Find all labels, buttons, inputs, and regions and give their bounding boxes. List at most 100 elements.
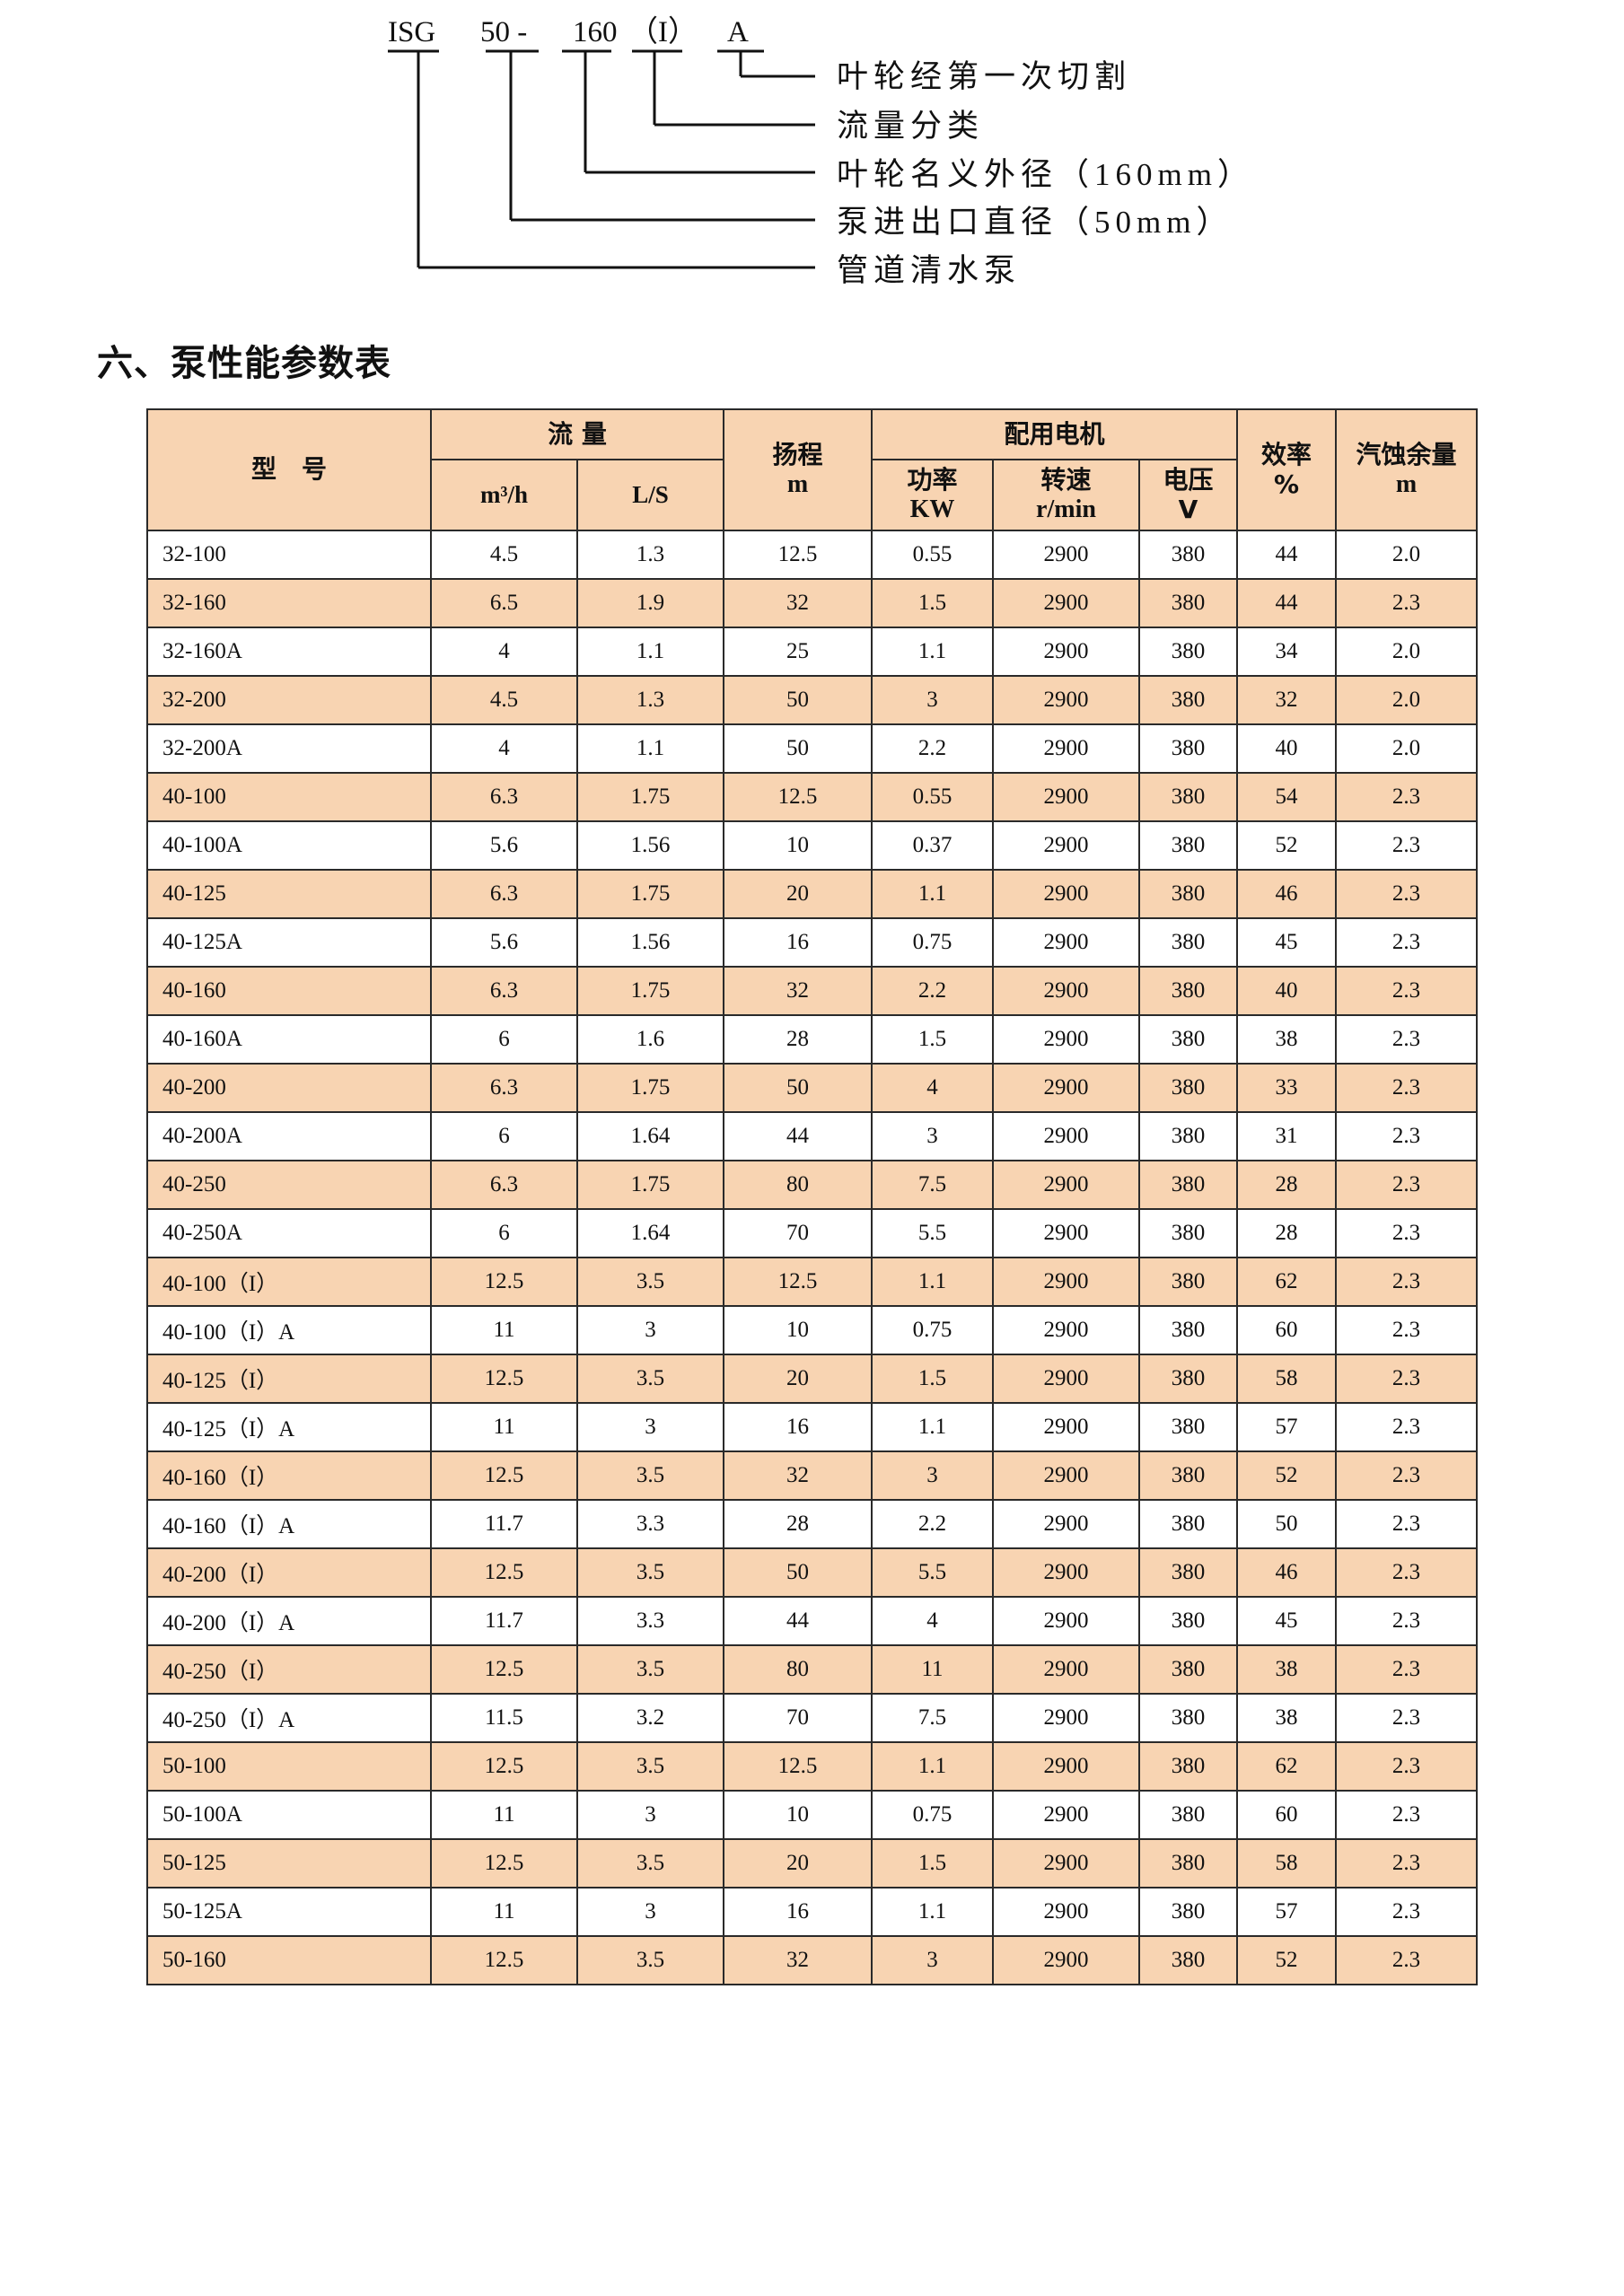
- cell-efficiency: 60: [1236, 1305, 1338, 1355]
- cell-speed: 2900: [992, 675, 1140, 725]
- cell-efficiency: 33: [1236, 1063, 1338, 1113]
- cell-model: 40-160（I）A: [146, 1499, 432, 1549]
- cell-efficiency: 52: [1236, 1450, 1338, 1501]
- cell-npsh: 2.3: [1335, 1499, 1479, 1549]
- table-body: 32-100 4.5 1.3 12.5 0.55 2900 380 44 2.0 32-160 6.…: [146, 530, 1479, 1985]
- cell-model: 40-125（I）: [146, 1354, 432, 1404]
- cell-voltage: 380: [1137, 578, 1239, 628]
- cell-flow-m3h: 12.5: [430, 1935, 578, 1985]
- cell-flow-ls: 1.75: [576, 772, 724, 822]
- cell-speed: 2900: [992, 1499, 1140, 1549]
- cell-model: 50-100A: [146, 1790, 432, 1840]
- cell-flow-m3h: 12.5: [430, 1838, 578, 1889]
- table-row: 32-160A 4 1.1 25 1.1 2900 380 34 2.0: [146, 627, 1479, 677]
- cell-flow-m3h: 6.3: [430, 966, 578, 1016]
- cell-speed: 2900: [992, 1887, 1140, 1937]
- cell-efficiency: 46: [1236, 869, 1338, 919]
- cell-efficiency: 44: [1236, 578, 1338, 628]
- cell-head: 28: [723, 1014, 873, 1065]
- cell-voltage: 380: [1137, 1111, 1239, 1161]
- cell-flow-ls: 3.5: [576, 1935, 724, 1985]
- cell-speed: 2900: [992, 723, 1140, 774]
- cell-speed: 2900: [992, 1305, 1140, 1355]
- cell-flow-m3h: 6: [430, 1208, 578, 1258]
- cell-speed: 2900: [992, 1935, 1140, 1985]
- cell-head: 80: [723, 1644, 873, 1695]
- table-row: 32-200 4.5 1.3 50 3 2900 380 32 2.0: [146, 675, 1479, 725]
- cell-model: 40-250A: [146, 1208, 432, 1258]
- cell-flow-m3h: 6: [430, 1111, 578, 1161]
- cell-efficiency: 52: [1236, 820, 1338, 871]
- cell-speed: 2900: [992, 1402, 1140, 1452]
- cell-head: 32: [723, 1935, 873, 1985]
- cell-power: 1.5: [871, 578, 994, 628]
- cell-voltage: 380: [1137, 1499, 1239, 1549]
- cell-head: 20: [723, 1354, 873, 1404]
- cell-flow-m3h: 5.6: [430, 917, 578, 968]
- cell-efficiency: 62: [1236, 1741, 1338, 1792]
- cell-head: 28: [723, 1499, 873, 1549]
- cell-flow-ls: 3.5: [576, 1354, 724, 1404]
- table-row: 40-160A 6 1.6 28 1.5 2900 380 38 2.3: [146, 1014, 1479, 1065]
- cell-flow-ls: 3: [576, 1305, 724, 1355]
- cell-power: 1.5: [871, 1014, 994, 1065]
- cell-efficiency: 38: [1236, 1014, 1338, 1065]
- header-head-unit: m: [786, 470, 809, 498]
- header-voltage: 电压 V: [1137, 459, 1239, 531]
- cell-flow-ls: 3.5: [576, 1547, 724, 1598]
- cell-flow-m3h: 11.7: [430, 1499, 578, 1549]
- cell-model: 50-100: [146, 1741, 432, 1792]
- cell-head: 10: [723, 1790, 873, 1840]
- cell-npsh: 2.0: [1335, 675, 1479, 725]
- cell-efficiency: 45: [1236, 917, 1338, 968]
- cell-npsh: 2.3: [1335, 1063, 1479, 1113]
- cell-flow-m3h: 6.3: [430, 772, 578, 822]
- cell-npsh: 2.3: [1335, 772, 1479, 822]
- cell-flow-ls: 1.1: [576, 627, 724, 677]
- cell-speed: 2900: [992, 1741, 1140, 1792]
- cell-power: 0.55: [871, 530, 994, 580]
- table-row: 50-125 12.5 3.5 20 1.5 2900 380 58 2.3: [146, 1838, 1479, 1889]
- cell-npsh: 2.3: [1335, 1547, 1479, 1598]
- cell-efficiency: 32: [1236, 675, 1338, 725]
- cell-flow-ls: 1.1: [576, 723, 724, 774]
- header-model: 型 号: [146, 408, 432, 531]
- cell-voltage: 380: [1137, 869, 1239, 919]
- cell-flow-ls: 3.3: [576, 1499, 724, 1549]
- cell-efficiency: 40: [1236, 966, 1338, 1016]
- cell-head: 32: [723, 1450, 873, 1501]
- cell-speed: 2900: [992, 1160, 1140, 1210]
- cell-power: 7.5: [871, 1160, 994, 1210]
- cell-efficiency: 46: [1236, 1547, 1338, 1598]
- cell-model: 40-125: [146, 869, 432, 919]
- cell-flow-ls: 3.3: [576, 1596, 724, 1646]
- cell-head: 20: [723, 869, 873, 919]
- cell-efficiency: 57: [1236, 1887, 1338, 1937]
- cell-flow-ls: 3: [576, 1790, 724, 1840]
- cell-voltage: 380: [1137, 530, 1239, 580]
- header-power: 功率 KW: [871, 459, 994, 531]
- cell-model: 32-200: [146, 675, 432, 725]
- cell-flow-m3h: 4: [430, 627, 578, 677]
- cell-npsh: 2.0: [1335, 627, 1479, 677]
- cell-flow-ls: 1.75: [576, 869, 724, 919]
- cell-voltage: 380: [1137, 1741, 1239, 1792]
- cell-voltage: 380: [1137, 966, 1239, 1016]
- code-series: ISG: [388, 16, 435, 48]
- table-row: 40-160 6.3 1.75 32 2.2 2900 380 40 2.3: [146, 966, 1479, 1016]
- cell-flow-ls: 1.9: [576, 578, 724, 628]
- cell-npsh: 2.3: [1335, 1887, 1479, 1937]
- cell-power: 1.5: [871, 1354, 994, 1404]
- cell-speed: 2900: [992, 772, 1140, 822]
- cell-head: 50: [723, 1063, 873, 1113]
- cell-power: 0.75: [871, 1305, 994, 1355]
- cell-flow-m3h: 12.5: [430, 1644, 578, 1695]
- table-row: 40-200A 6 1.64 44 3 2900 380 31 2.3: [146, 1111, 1479, 1161]
- cell-efficiency: 28: [1236, 1160, 1338, 1210]
- cell-flow-m3h: 11: [430, 1887, 578, 1937]
- cell-npsh: 2.3: [1335, 1693, 1479, 1743]
- diagram-lines: [388, 49, 815, 269]
- cell-voltage: 380: [1137, 1547, 1239, 1598]
- table-row: 32-100 4.5 1.3 12.5 0.55 2900 380 44 2.0: [146, 530, 1479, 580]
